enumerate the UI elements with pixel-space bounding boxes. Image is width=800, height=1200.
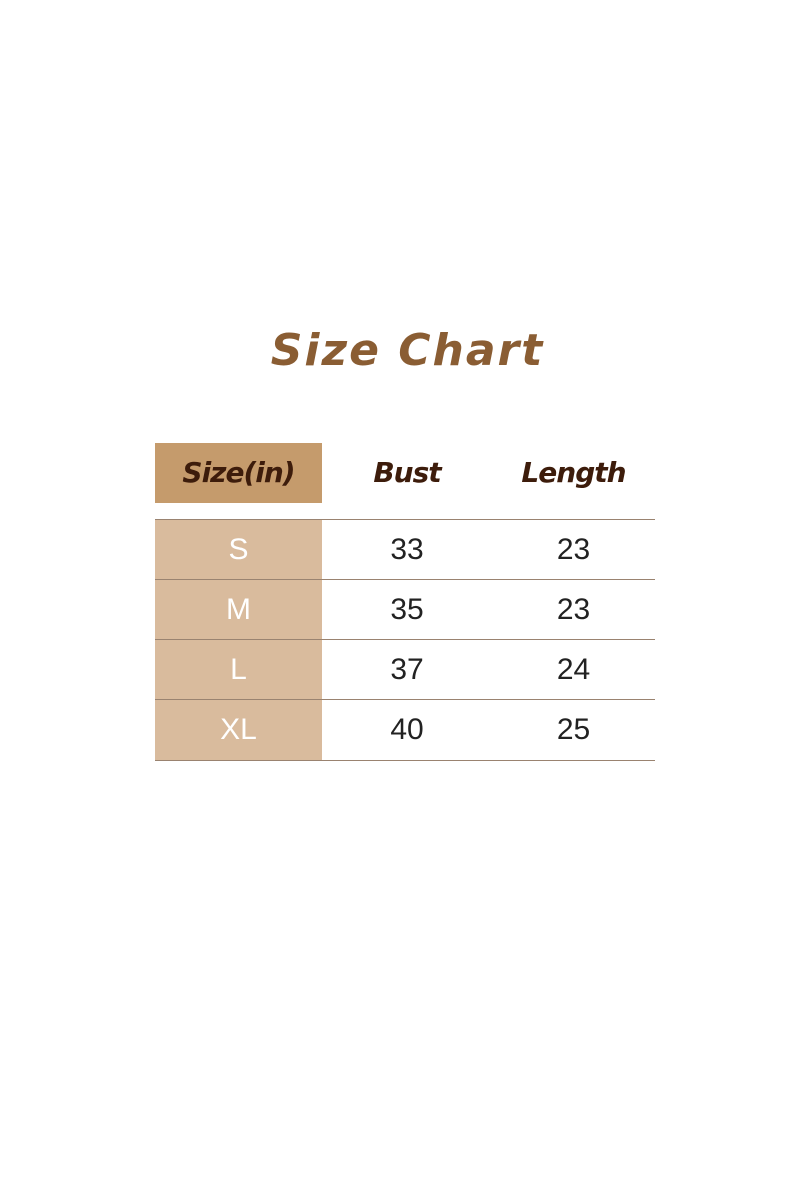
size-cell: XL <box>155 700 322 760</box>
bust-cell: 37 <box>390 653 424 686</box>
length-cell: 25 <box>556 713 591 746</box>
size-cell: S <box>155 520 322 580</box>
header-size: Size(in) <box>155 443 322 503</box>
length-cell: 23 <box>556 533 591 566</box>
table-row: L 37 24 <box>155 639 655 700</box>
bust-cell: 40 <box>390 713 424 746</box>
header-length: Length <box>521 456 626 489</box>
length-cell: 24 <box>556 653 591 686</box>
size-cell: M <box>155 580 322 640</box>
size-cell: L <box>155 640 322 700</box>
header-bust: Bust <box>373 456 441 489</box>
page-title: Size Chart <box>270 325 545 376</box>
bust-cell: 35 <box>390 593 424 626</box>
table-row: M 35 23 <box>155 579 655 640</box>
length-cell: 23 <box>556 593 591 626</box>
table-row: S 33 23 <box>155 519 655 580</box>
table-row: XL 40 25 <box>155 699 655 761</box>
bust-cell: 33 <box>390 533 424 566</box>
